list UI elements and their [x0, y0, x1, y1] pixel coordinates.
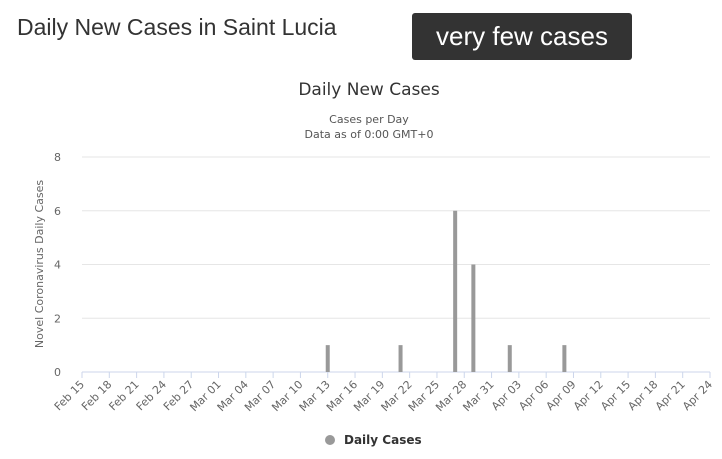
x-tick-label: Apr 09: [544, 378, 579, 413]
x-tick-label: Apr 15: [598, 378, 633, 413]
y-tick-label: 0: [54, 366, 61, 379]
x-tick-label: Apr 12: [571, 378, 606, 413]
legend[interactable]: Daily Cases: [325, 433, 422, 447]
x-tick-label: Apr 18: [625, 378, 660, 413]
bar: [562, 345, 567, 372]
bar: [471, 264, 476, 372]
chart-title: Daily New Cases: [298, 80, 440, 100]
x-tick-label: Apr 06: [516, 378, 551, 413]
bar: [398, 345, 403, 372]
page-title: Daily New Cases in Saint Lucia: [17, 14, 337, 40]
x-tick-label: Apr 24: [680, 378, 715, 413]
y-tick-label: 4: [54, 259, 61, 272]
y-axis-label: Novel Coronavirus Daily Cases: [33, 180, 46, 348]
y-tick-label: 6: [54, 205, 61, 218]
bar: [325, 345, 330, 372]
y-tick-labels: 0 2 4 6 8: [54, 151, 61, 379]
chart-subtitle-line1: Cases per Day: [329, 113, 409, 126]
status-badge: very few cases: [412, 13, 632, 60]
x-tick-label: Apr 03: [489, 378, 524, 413]
bars: [325, 210, 567, 372]
x-tick-label: Mar 31: [460, 378, 496, 414]
legend-marker: [325, 435, 335, 445]
x-tick-label: Apr 21: [653, 378, 688, 413]
bar: [507, 345, 512, 372]
grid-lines: [82, 156, 710, 373]
y-tick-label: 8: [54, 151, 61, 164]
chart-subtitle-line2: Data as of 0:00 GMT+0: [305, 128, 434, 141]
bar: [453, 210, 458, 372]
y-tick-label: 2: [54, 312, 61, 325]
legend-label[interactable]: Daily Cases: [344, 433, 422, 447]
